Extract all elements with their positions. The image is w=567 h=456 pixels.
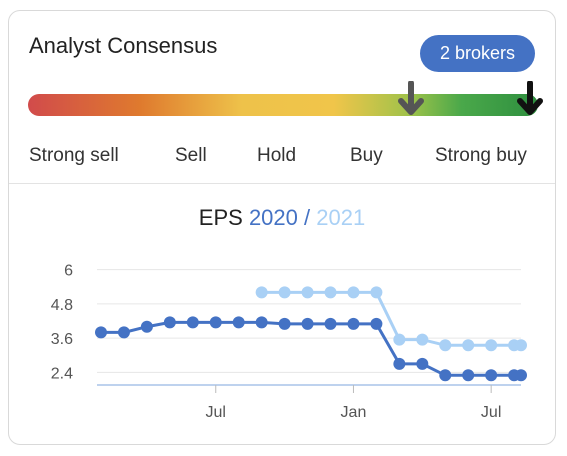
- data-point-2020: [301, 317, 314, 330]
- y-tick-label: 3.6: [51, 331, 73, 348]
- data-point-2021: [324, 286, 337, 299]
- data-point-2020: [370, 317, 383, 330]
- gauge-label-hold: Hold: [257, 145, 297, 166]
- data-point-2021: [370, 286, 383, 299]
- series-line-2020: [101, 320, 521, 377]
- data-point-2020: [278, 317, 291, 330]
- data-point-2020: [439, 369, 452, 382]
- data-point-2021: [439, 339, 452, 352]
- gauge-labels: Strong sell Sell Hold Buy Strong buy: [29, 145, 539, 169]
- data-point-2020: [186, 316, 199, 329]
- data-point-2020: [515, 369, 527, 382]
- brokers-count-button[interactable]: 2 brokers: [419, 35, 535, 72]
- chart-title-label: EPS: [198, 205, 243, 230]
- eps-line-chart: 6 4.8 3.6 2.4 Jul Jan Jul: [51, 263, 527, 421]
- data-point-2020: [255, 316, 268, 329]
- legend-2020[interactable]: 2020: [248, 205, 298, 230]
- data-point-2021: [462, 339, 475, 352]
- gauge-label-strong-buy: Strong buy: [435, 145, 527, 166]
- previous-rating-arrow-icon: [397, 81, 424, 115]
- data-point-2020: [117, 326, 130, 339]
- data-point-2020: [140, 320, 153, 333]
- data-point-2020: [393, 357, 406, 370]
- data-point-2020: [232, 316, 245, 329]
- data-point-2020: [347, 317, 360, 330]
- y-tick-label: 2.4: [51, 365, 73, 382]
- data-point-2021: [347, 286, 360, 299]
- data-point-2021: [393, 333, 406, 346]
- legend-separator: /: [304, 205, 311, 230]
- data-point-2020: [485, 369, 498, 382]
- data-point-2020: [163, 316, 176, 329]
- data-point-2020: [416, 357, 429, 370]
- legend-2021[interactable]: 2021: [316, 205, 366, 230]
- x-tick-label: Jan: [341, 404, 367, 421]
- y-tick-label: 4.8: [51, 297, 73, 314]
- data-point-2021: [278, 286, 291, 299]
- data-point-2020: [324, 317, 337, 330]
- x-tick-label: Jul: [206, 404, 226, 421]
- gauge-label-buy: Buy: [350, 145, 383, 166]
- gauge-label-strong-sell: Strong sell: [29, 145, 119, 166]
- data-point-2021: [255, 286, 268, 299]
- data-point-2021: [515, 339, 527, 352]
- data-point-2020: [209, 316, 222, 329]
- data-point-2021: [416, 333, 429, 346]
- data-point-2020: [462, 369, 475, 382]
- analyst-consensus-card: Analyst Consensus 2 brokers Strong sell …: [8, 10, 556, 445]
- data-point-2021: [485, 339, 498, 352]
- y-tick-label: 6: [64, 263, 73, 280]
- data-point-2020: [95, 326, 107, 339]
- x-tick-label: Jul: [481, 404, 501, 421]
- series-line-2021: [261, 290, 521, 347]
- eps-chart-title: EPS 2020 / 2021: [9, 205, 555, 231]
- data-point-2021: [301, 286, 314, 299]
- consensus-gauge-bar: [28, 94, 538, 116]
- current-rating-arrow-icon: [517, 81, 544, 115]
- section-divider: [9, 183, 555, 184]
- card-title: Analyst Consensus: [29, 33, 218, 58]
- gauge-label-sell: Sell: [175, 145, 207, 166]
